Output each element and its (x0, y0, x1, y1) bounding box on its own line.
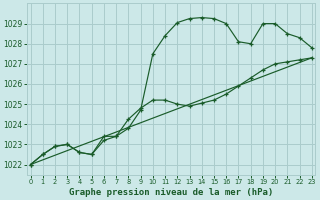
X-axis label: Graphe pression niveau de la mer (hPa): Graphe pression niveau de la mer (hPa) (69, 188, 273, 197)
